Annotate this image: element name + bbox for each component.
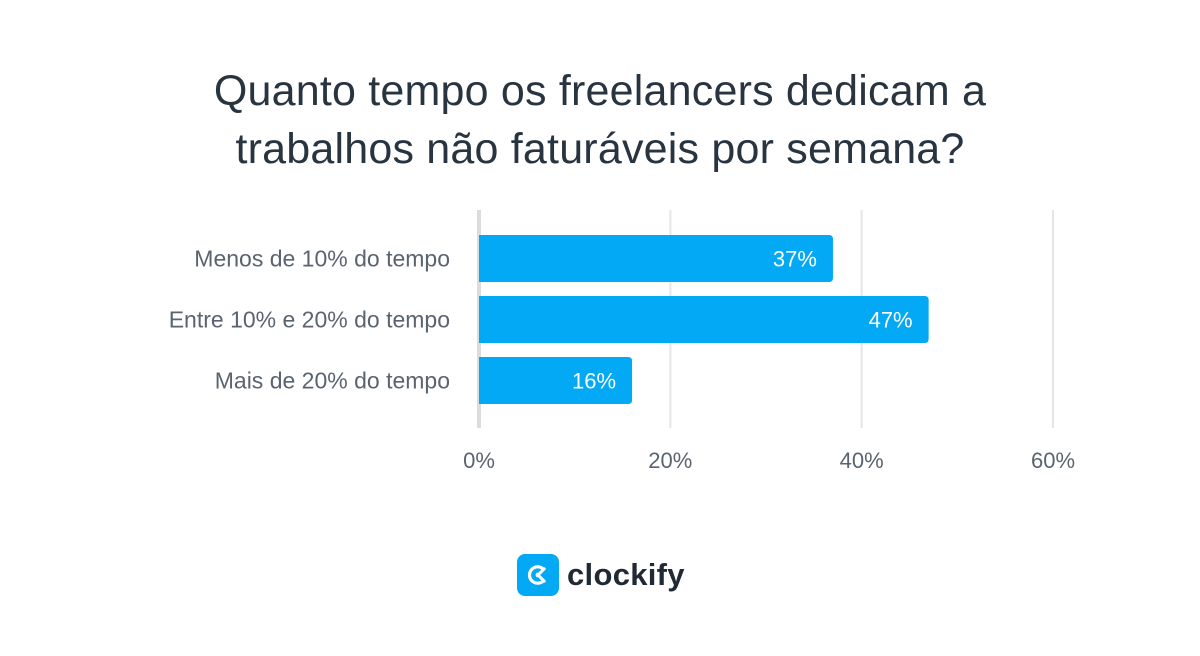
bar	[479, 357, 633, 404]
x-tick-label: 0%	[463, 448, 495, 473]
clockify-logo-icon	[517, 554, 559, 596]
data-label: 37%	[773, 247, 817, 272]
data-label: 16%	[572, 369, 616, 394]
category-label: Menos de 10% do tempo	[194, 246, 450, 272]
x-tick-label: 20%	[648, 448, 692, 473]
clockify-logo: clockify	[517, 553, 685, 597]
category-label: Mais de 20% do tempo	[215, 368, 450, 394]
chart-title-line-2: trabalhos não faturáveis por semana?	[235, 125, 965, 173]
data-label: 47%	[869, 308, 913, 333]
chart-title-line-1: Quanto tempo os freelancers dedicam a	[213, 67, 987, 115]
bar	[479, 296, 929, 343]
category-label: Entre 10% e 20% do tempo	[169, 307, 450, 333]
bar	[479, 235, 833, 282]
bar-chart: Menos de 10% do tempo 37% Entre 10% e 20% …	[169, 210, 1075, 473]
x-tick-label: 40%	[840, 448, 884, 473]
x-tick-label: 60%	[1031, 448, 1075, 473]
clockify-wordmark: clockify	[567, 557, 685, 592]
chart-title: Quanto tempo os freelancers dedicam a tr…	[0, 62, 1200, 178]
